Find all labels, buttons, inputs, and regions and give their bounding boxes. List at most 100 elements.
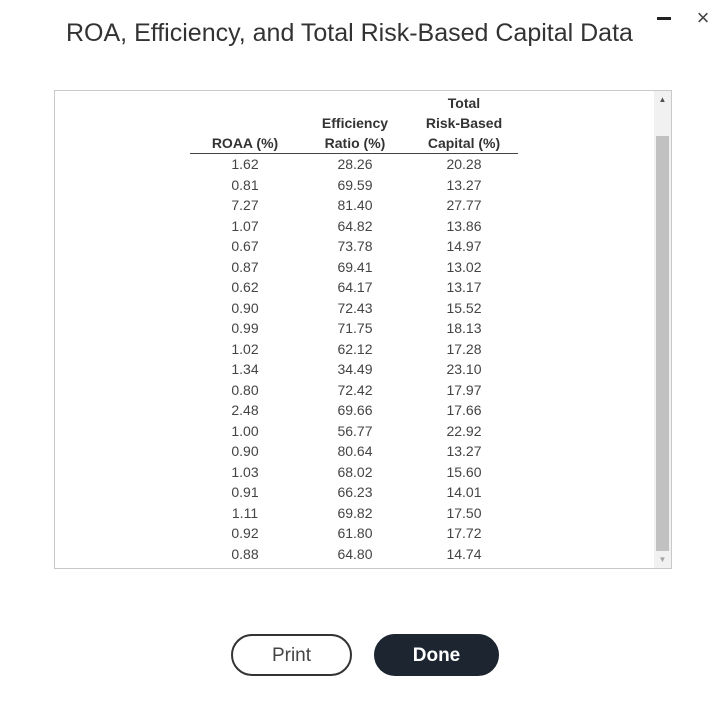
- table-cell: 1.34: [231, 361, 259, 377]
- table-cell: 73.78: [337, 238, 373, 254]
- table-cell: 64.17: [337, 279, 373, 295]
- table-cell: 0.80: [231, 381, 259, 398]
- table-row: 1.62 28.26 20.28: [190, 154, 518, 175]
- table-cell: 13.27: [446, 176, 482, 193]
- table-cell: 15.60: [446, 463, 482, 480]
- header-line: Risk-Based: [425, 115, 503, 131]
- table-row: 0.67 73.78 14.97: [190, 236, 518, 257]
- column-header-roaa: ROAA (%): [190, 93, 300, 154]
- table-cell: 62.12: [337, 340, 373, 357]
- minimize-icon: [657, 17, 671, 20]
- scroll-down-arrow-icon[interactable]: ▼: [658, 555, 667, 564]
- table-cell: 0.87: [231, 258, 259, 275]
- table-cell: 0.88: [231, 545, 259, 562]
- scroll-thumb[interactable]: [656, 136, 669, 551]
- column-header-efficiency: Efficiency Ratio (%): [300, 93, 410, 154]
- table-cell: 15.52: [446, 299, 482, 316]
- table-cell: 28.26: [337, 156, 373, 172]
- header-line: Total: [447, 95, 481, 111]
- table-cell: 56.77: [337, 422, 373, 439]
- table-cell: 7.27: [231, 197, 259, 213]
- table-row: 1.34 34.49 23.10: [190, 359, 518, 380]
- table-row: 0.99 71.75 18.13: [190, 318, 518, 339]
- data-table-panel[interactable]: ROAA (%) Efficiency Ratio (%) Total Risk…: [54, 90, 672, 569]
- table-cell: 18.13: [446, 320, 482, 336]
- table-cell: 13.02: [446, 258, 482, 275]
- table-cell: 72.42: [337, 381, 373, 398]
- table-cell: 1.02: [231, 340, 259, 357]
- close-button[interactable]: ×: [693, 5, 713, 30]
- table-cell: 34.49: [337, 361, 373, 377]
- dialog-title: ROA, Efficiency, and Total Risk-Based Ca…: [66, 19, 633, 47]
- table-cell: 17.50: [446, 504, 482, 521]
- table-cell: 0.62: [231, 279, 259, 295]
- table-cell: 66.23: [337, 484, 373, 500]
- table-cell: 1.00: [231, 422, 259, 439]
- table-cell: 20.28: [446, 156, 482, 172]
- table-row: 2.48 69.66 17.66: [190, 400, 518, 421]
- table-cell: 13.17: [446, 279, 482, 295]
- print-button[interactable]: Print: [231, 634, 352, 676]
- table-row: 0.80 72.42 17.97: [190, 380, 518, 401]
- table-cell: 13.86: [446, 217, 482, 234]
- table-row: 1.00 56.77 22.92: [190, 421, 518, 442]
- table-cell: 17.28: [446, 340, 482, 357]
- table-cell: 0.81: [231, 176, 259, 193]
- minimize-button[interactable]: [656, 14, 674, 22]
- table-cell: 1.03: [231, 463, 259, 480]
- table-cell: 0.99: [231, 320, 259, 336]
- table-cell: 64.80: [337, 545, 373, 562]
- table-row: 0.91 66.23 14.01: [190, 482, 518, 503]
- table-cell: 69.82: [337, 504, 373, 521]
- table-row: 0.87 69.41 13.02: [190, 257, 518, 278]
- table-cell: 0.92: [231, 525, 259, 541]
- table-row: 0.81 69.59 13.27: [190, 175, 518, 196]
- table-cell: 27.77: [446, 197, 482, 213]
- table-row: 0.90 72.43 15.52: [190, 298, 518, 319]
- column-header-capital: Total Risk-Based Capital (%): [410, 93, 518, 154]
- table-cell: 69.41: [337, 258, 373, 275]
- table-cell: 64.82: [337, 217, 373, 234]
- table-cell: 1.62: [231, 156, 259, 172]
- table-cell: 69.66: [337, 402, 373, 418]
- done-button[interactable]: Done: [374, 634, 499, 676]
- table-row: 0.90 80.64 13.27: [190, 441, 518, 462]
- header-line: Capital (%): [427, 135, 501, 151]
- table-cell: 2.48: [231, 402, 259, 418]
- table-cell: 0.91: [231, 484, 259, 500]
- table-cell: 17.66: [446, 402, 482, 418]
- table-cell: 17.72: [446, 525, 482, 541]
- table-cell: 0.67: [231, 238, 259, 254]
- close-icon: ×: [696, 5, 710, 30]
- table-body: 1.62 28.26 20.28 0.81 69.59 13.27 7.27 81.40 27.…: [190, 154, 518, 565]
- table-row: 1.03 68.02 15.60: [190, 462, 518, 483]
- header-line: Efficiency: [321, 115, 389, 131]
- table-row: 7.27 81.40 27.77: [190, 195, 518, 216]
- table-row: 1.11 69.82 17.50: [190, 503, 518, 524]
- table-cell: 14.74: [446, 545, 482, 562]
- table-cell: 22.92: [446, 422, 482, 439]
- table-cell: 14.01: [446, 484, 482, 500]
- table-cell: 23.10: [446, 361, 482, 377]
- table-cell: 1.11: [231, 504, 259, 521]
- table-cell: 14.97: [446, 238, 482, 254]
- table-cell: 1.07: [231, 217, 259, 234]
- table-row: 0.88 64.80 14.74: [190, 544, 518, 565]
- table-cell: 13.27: [446, 443, 482, 459]
- table-cell: 0.90: [231, 299, 259, 316]
- vertical-scrollbar[interactable]: ▲ ▼: [654, 91, 671, 568]
- table-row: 1.02 62.12 17.28: [190, 339, 518, 360]
- table-cell: 17.97: [446, 381, 482, 398]
- header-line: ROAA (%): [211, 135, 279, 151]
- scroll-up-arrow-icon[interactable]: ▲: [658, 95, 667, 104]
- table-cell: 0.90: [231, 443, 259, 459]
- table-row: 0.92 61.80 17.72: [190, 523, 518, 544]
- table-cell: 81.40: [337, 197, 373, 213]
- table-header-row: ROAA (%) Efficiency Ratio (%) Total Risk…: [190, 93, 518, 154]
- data-table: ROAA (%) Efficiency Ratio (%) Total Risk…: [190, 93, 518, 564]
- table-cell: 71.75: [337, 320, 373, 336]
- table-cell: 68.02: [337, 463, 373, 480]
- table-cell: 72.43: [337, 299, 373, 316]
- table-cell: 80.64: [337, 443, 373, 459]
- table-cell: 61.80: [337, 525, 373, 541]
